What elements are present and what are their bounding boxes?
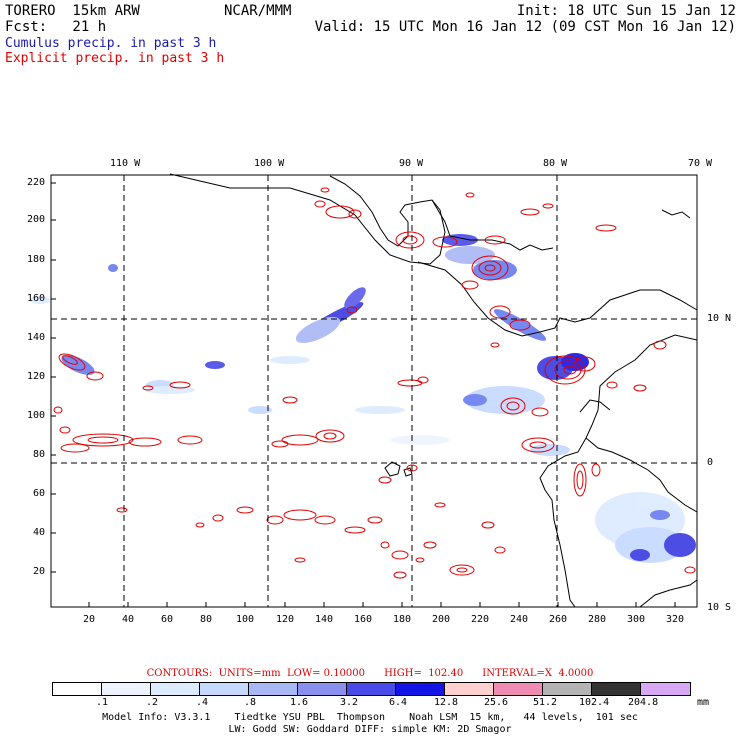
- axis-ticks: [51, 182, 676, 607]
- colorbar-swatch: [543, 683, 592, 695]
- y-tick: 40: [33, 527, 46, 538]
- y-tick: 140: [27, 332, 46, 343]
- colorbar-swatch: [298, 683, 347, 695]
- y-tick: 60: [33, 488, 46, 499]
- lat-label-0: 0: [707, 457, 714, 468]
- lon-label-100w: 100 W: [254, 158, 285, 169]
- model-title: TORERO 15km ARW: [5, 3, 140, 19]
- x-tick: 40: [122, 614, 135, 625]
- y-tick: 100: [27, 410, 46, 421]
- colorbar-swatch: [347, 683, 396, 695]
- center-label: NCAR/MMM: [224, 3, 292, 19]
- lat-lon-grid: [51, 175, 697, 607]
- colorbar-label: 1.6: [290, 697, 309, 708]
- colorbar-swatch: [102, 683, 151, 695]
- x-tick: 120: [276, 614, 295, 625]
- colorbar-label: 3.2: [340, 697, 359, 708]
- coastlines: [169, 173, 698, 608]
- colorbar-unit: mm: [697, 697, 710, 708]
- colorbar-label: .1: [96, 697, 109, 708]
- colorbar-label: .8: [244, 697, 257, 708]
- x-tick: 220: [471, 614, 490, 625]
- x-tick: 140: [315, 614, 334, 625]
- colorbar-swatch: [396, 683, 445, 695]
- x-tick: 260: [549, 614, 568, 625]
- model-info-line1: Model Info: V3.3.1 Tiedtke YSU PBL Thomp…: [102, 712, 638, 723]
- x-tick: 200: [432, 614, 451, 625]
- precip-colorbar: [52, 682, 691, 696]
- init-time: Init: 18 UTC Sun 15 Jan 12: [516, 3, 736, 19]
- colorbar-swatch: [53, 683, 102, 695]
- y-tick: 20: [33, 566, 46, 577]
- legend-explicit: Explicit precip. in past 3 h: [5, 51, 225, 66]
- y-tick: 120: [27, 371, 46, 382]
- explicit-precip-contours: [53, 187, 696, 579]
- forecast-hour: Fcst: 21 h: [5, 19, 107, 35]
- y-tick: 160: [27, 293, 46, 304]
- contour-info: CONTOURS: UNITS=mm LOW= 0.10000 HIGH= 10…: [146, 668, 594, 679]
- colorbar-swatch: [249, 683, 298, 695]
- lon-label-90w: 90 W: [399, 158, 424, 169]
- y-tick: 80: [33, 449, 46, 460]
- x-tick: 280: [588, 614, 607, 625]
- x-tick: 160: [354, 614, 373, 625]
- cumulus-precip-areas: [30, 234, 696, 563]
- legend-cumulus: Cumulus precip. in past 3 h: [5, 36, 217, 51]
- colorbar-label: .2: [146, 697, 159, 708]
- y-tick: 180: [27, 254, 46, 265]
- y-tick: 200: [27, 214, 46, 225]
- colorbar-label: 25.6: [484, 697, 509, 708]
- x-tick: 80: [200, 614, 213, 625]
- lat-label-10s: 10 S: [707, 602, 732, 613]
- lon-label-70w: 70 W: [688, 158, 713, 169]
- lon-label-110w: 110 W: [110, 158, 141, 169]
- model-info-line2: LW: Godd SW: Goddard DIFF: simple KM: 2D…: [228, 724, 512, 735]
- x-tick: 60: [161, 614, 174, 625]
- colorbar-label: 12.8: [434, 697, 459, 708]
- colorbar-label: 102.4: [579, 697, 610, 708]
- colorbar-label: 204.8: [628, 697, 659, 708]
- x-tick: 100: [236, 614, 255, 625]
- colorbar-swatch: [151, 683, 200, 695]
- lat-label-10n: 10 N: [707, 313, 732, 324]
- map-frame: [50, 174, 698, 608]
- x-tick: 20: [83, 614, 96, 625]
- colorbar-swatch: [641, 683, 690, 695]
- colorbar-label: .4: [196, 697, 209, 708]
- colorbar-swatch: [592, 683, 641, 695]
- colorbar-swatch: [445, 683, 494, 695]
- lon-label-80w: 80 W: [543, 158, 568, 169]
- x-tick: 240: [510, 614, 529, 625]
- x-tick: 300: [627, 614, 646, 625]
- colorbar-swatch: [200, 683, 249, 695]
- x-tick: 180: [393, 614, 412, 625]
- colorbar-swatch: [494, 683, 543, 695]
- x-tick: 320: [666, 614, 685, 625]
- colorbar-label: 6.4: [389, 697, 408, 708]
- y-tick: 220: [27, 177, 46, 188]
- colorbar-label: 51.2: [533, 697, 558, 708]
- valid-time: Valid: 15 UTC Mon 16 Jan 12 (09 CST Mon …: [314, 19, 736, 35]
